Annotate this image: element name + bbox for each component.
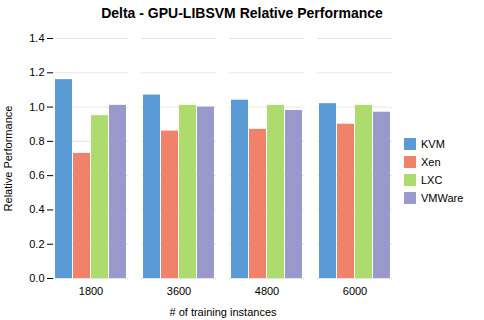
html-text:LXC: LXC — [421, 174, 443, 186]
html-text:Delta - GPU-LIBSVM Relative Pe: Delta - GPU-LIBSVM Relative Performance — [101, 5, 383, 21]
svg-text:0.8: 0.8 — [29, 135, 44, 147]
svg-text:4800: 4800 — [255, 285, 279, 297]
html-text:Xen: Xen — [421, 156, 441, 168]
svg-text:1.2: 1.2 — [29, 66, 44, 78]
svg-text:0.6: 0.6 — [29, 169, 44, 181]
svg-text:0.0: 0.0 — [29, 272, 44, 284]
html-text:VMWare: VMWare — [421, 192, 464, 204]
svg-text:1800: 1800 — [79, 285, 103, 297]
svg-text:0.2: 0.2 — [29, 238, 44, 250]
svg-text:1.0: 1.0 — [29, 101, 44, 113]
svg-text:# of training instances: # of training instances — [169, 306, 277, 318]
svg-text:3600: 3600 — [167, 285, 191, 297]
svg-text:6000: 6000 — [343, 285, 367, 297]
svg-text:Relative Performance: Relative Performance — [2, 106, 14, 212]
svg-text:1.4: 1.4 — [29, 32, 44, 44]
html-text:KVM: KVM — [421, 138, 445, 150]
svg-text:0.4: 0.4 — [29, 203, 44, 215]
